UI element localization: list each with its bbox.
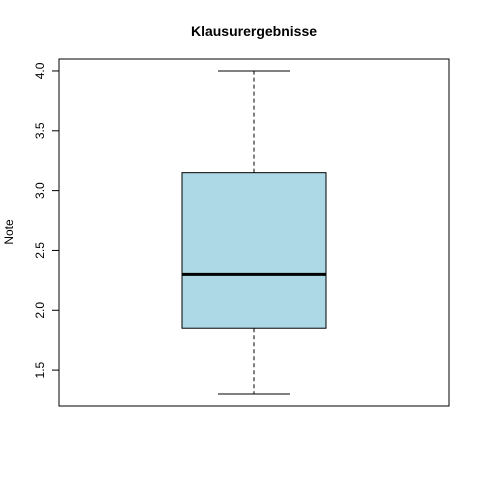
y-axis: 1.5 2.0 2.5 3.0 3.5 4.0 — [33, 62, 60, 378]
y-tick-label: 3.0 — [33, 182, 47, 199]
y-tick-label: 1.5 — [33, 361, 47, 378]
y-tick-label: 3.5 — [33, 122, 47, 139]
box-plot — [181, 70, 327, 395]
interquartile-box — [181, 172, 327, 329]
y-axis-label: Note — [2, 219, 16, 245]
y-tick-label: 2.0 — [33, 302, 47, 319]
y-tick-label: 2.5 — [33, 242, 47, 259]
y-tick-label: 4.0 — [33, 62, 47, 79]
chart-title: Klausurergebnisse — [191, 23, 317, 39]
